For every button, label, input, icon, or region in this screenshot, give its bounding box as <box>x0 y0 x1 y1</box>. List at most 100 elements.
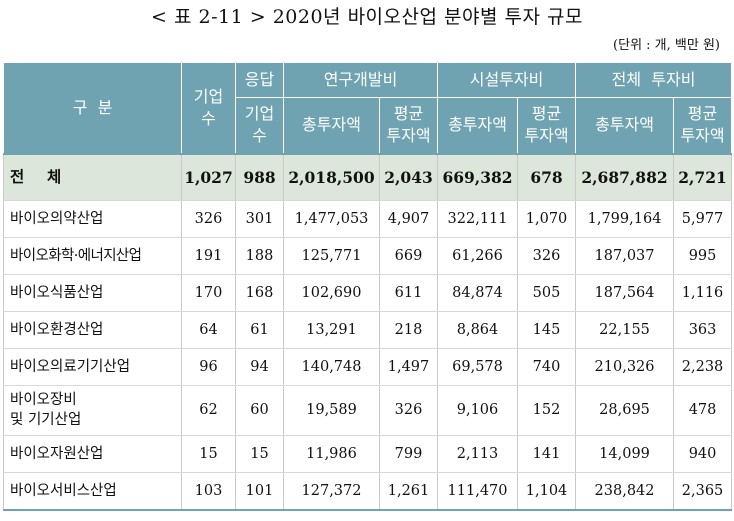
cell-companies: 191 <box>181 237 236 275</box>
cell-facility-avg: 505 <box>517 274 577 312</box>
investment-table: 구 분 기업 수 응답 연구개발비 시설투자비 전체 투자비 기업 수 총투자액… <box>3 62 733 511</box>
cell-rnd-avg: 1,497 <box>378 348 439 386</box>
cell-facility-total: 61,266 <box>437 237 519 275</box>
header-all-avg: 평균 투자액 <box>673 97 733 154</box>
cell-respondents: 188 <box>235 237 284 275</box>
cell-companies: 326 <box>181 200 236 238</box>
header-rnd-avg: 평균 투자액 <box>378 97 439 154</box>
cell-facility-avg: 1,104 <box>517 472 577 510</box>
cell-facility-total: 9,106 <box>437 385 519 436</box>
cell-all-avg: 478 <box>673 385 733 436</box>
cell-all-total: 2,687,882 <box>575 152 675 201</box>
cell-all-avg: 995 <box>673 237 733 275</box>
cell-respondents: 61 <box>235 311 284 349</box>
cell-all-total: 1,799,164 <box>575 200 675 238</box>
cell-facility-total: 669,382 <box>437 152 519 201</box>
header-facility-avg: 평균 투자액 <box>517 97 577 154</box>
cell-rnd-total: 19,589 <box>283 385 380 436</box>
cell-all-avg: 2,721 <box>673 152 733 201</box>
cell-companies: 62 <box>181 385 236 436</box>
cell-companies: 96 <box>181 348 236 386</box>
cell-all-avg: 940 <box>673 435 733 473</box>
cell-rnd-total: 140,748 <box>283 348 380 386</box>
cell-rnd-total: 125,771 <box>283 237 380 275</box>
cell-respondents: 60 <box>235 385 284 436</box>
row-name: 바이오의약산업 <box>3 200 182 238</box>
cell-respondents: 301 <box>235 200 284 238</box>
table-row: 바이오식품산업 170 168 102,690 611 84,874 505 1… <box>3 274 733 312</box>
table-row: 바이오서비스산업 103 101 127,372 1,261 111,470 1… <box>3 472 733 510</box>
header-facility-total: 총투자액 <box>437 97 519 154</box>
cell-facility-total: 2,113 <box>437 435 519 473</box>
cell-rnd-avg: 4,907 <box>378 200 439 238</box>
table-row: 바이오환경산업 64 61 13,291 218 8,864 145 22,15… <box>3 311 733 349</box>
cell-companies: 170 <box>181 274 236 312</box>
table-row: 바이오의료기기산업 96 94 140,748 1,497 69,578 740… <box>3 348 733 386</box>
row-name: 바이오장비 및 기기산업 <box>3 385 182 436</box>
cell-all-total: 238,842 <box>575 472 675 510</box>
cell-rnd-avg: 799 <box>378 435 439 473</box>
cell-all-total: 187,564 <box>575 274 675 312</box>
cell-rnd-avg: 669 <box>378 237 439 275</box>
row-name: 바이오식품산업 <box>3 274 182 312</box>
cell-companies: 64 <box>181 311 236 349</box>
cell-rnd-avg: 1,261 <box>378 472 439 510</box>
cell-respondents: 988 <box>235 152 284 201</box>
cell-facility-avg: 152 <box>517 385 577 436</box>
table-row: 바이오장비 및 기기산업 62 60 19,589 326 9,106 152 … <box>3 385 733 436</box>
header-companies: 기업 수 <box>181 62 236 154</box>
cell-facility-total: 111,470 <box>437 472 519 510</box>
row-name: 바이오서비스산업 <box>3 472 182 510</box>
cell-rnd-avg: 2,043 <box>378 152 439 201</box>
cell-all-avg: 2,238 <box>673 348 733 386</box>
header-facility: 시설투자비 <box>437 62 577 98</box>
cell-respondents: 168 <box>235 274 284 312</box>
cell-rnd-total: 11,986 <box>283 435 380 473</box>
unit-note: (단위 : 개, 백만 원) <box>613 38 720 53</box>
cell-all-total: 210,326 <box>575 348 675 386</box>
cell-all-total: 22,155 <box>575 311 675 349</box>
row-name: 바이오화학·에너지산업 <box>3 237 182 275</box>
header-total-investment: 전체 투자비 <box>575 62 733 98</box>
header-rnd-total: 총투자액 <box>283 97 380 154</box>
table-row-total: 전 체 1,027 988 2,018,500 2,043 669,382 67… <box>3 152 733 201</box>
cell-companies: 1,027 <box>181 152 236 201</box>
header-all-total: 총투자액 <box>575 97 675 154</box>
cell-respondents: 94 <box>235 348 284 386</box>
cell-all-avg: 1,116 <box>673 274 733 312</box>
cell-rnd-total: 102,690 <box>283 274 380 312</box>
cell-all-avg: 363 <box>673 311 733 349</box>
cell-rnd-total: 127,372 <box>283 472 380 510</box>
cell-facility-total: 69,578 <box>437 348 519 386</box>
cell-respondents: 15 <box>235 435 284 473</box>
cell-facility-avg: 740 <box>517 348 577 386</box>
cell-facility-avg: 326 <box>517 237 577 275</box>
cell-rnd-total: 2,018,500 <box>283 152 380 201</box>
cell-rnd-avg: 326 <box>378 385 439 436</box>
cell-companies: 15 <box>181 435 236 473</box>
row-name: 바이오환경산업 <box>3 311 182 349</box>
cell-rnd-total: 13,291 <box>283 311 380 349</box>
row-name: 바이오의료기기산업 <box>3 348 182 386</box>
cell-facility-total: 322,111 <box>437 200 519 238</box>
header-respondents-bottom: 기업 수 <box>235 97 284 154</box>
table-title: < 표 2-11 > 2020년 바이오산업 분야별 투자 규모 <box>151 6 583 28</box>
cell-facility-avg: 145 <box>517 311 577 349</box>
cell-all-avg: 5,977 <box>673 200 733 238</box>
cell-all-avg: 2,365 <box>673 472 733 510</box>
cell-all-total: 187,037 <box>575 237 675 275</box>
cell-rnd-avg: 611 <box>378 274 439 312</box>
cell-respondents: 101 <box>235 472 284 510</box>
cell-all-total: 28,695 <box>575 385 675 436</box>
cell-facility-avg: 678 <box>517 152 577 201</box>
table-row: 바이오자원산업 15 15 11,986 799 2,113 141 14,09… <box>3 435 733 473</box>
header-category: 구 분 <box>3 62 182 154</box>
cell-rnd-total: 1,477,053 <box>283 200 380 238</box>
table-row: 바이오의약산업 326 301 1,477,053 4,907 322,111 … <box>3 200 733 238</box>
cell-all-total: 14,099 <box>575 435 675 473</box>
cell-facility-total: 8,864 <box>437 311 519 349</box>
table-row: 바이오화학·에너지산업 191 188 125,771 669 61,266 3… <box>3 237 733 275</box>
cell-facility-avg: 141 <box>517 435 577 473</box>
cell-companies: 103 <box>181 472 236 510</box>
row-name: 바이오자원산업 <box>3 435 182 473</box>
